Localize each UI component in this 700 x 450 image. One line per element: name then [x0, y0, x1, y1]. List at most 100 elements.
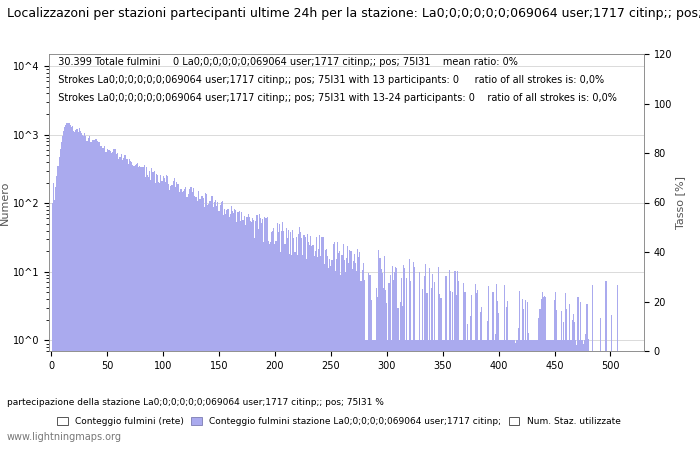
Bar	[74, 132, 76, 450]
Bar	[440, 298, 441, 450]
Bar	[122, 160, 123, 450]
Bar	[525, 300, 526, 450]
Bar	[389, 283, 390, 450]
Bar	[80, 131, 81, 450]
Bar	[202, 196, 203, 450]
Bar	[320, 256, 321, 450]
Bar	[476, 293, 477, 450]
Bar	[278, 232, 279, 450]
Bar	[340, 275, 342, 450]
Bar	[516, 340, 517, 450]
Bar	[279, 224, 280, 450]
Bar	[345, 272, 346, 450]
Bar	[421, 340, 422, 450]
Bar	[260, 218, 261, 450]
Bar	[183, 191, 184, 450]
Bar	[354, 254, 355, 450]
Bar	[510, 340, 512, 450]
Bar	[359, 252, 360, 450]
Bar	[72, 126, 73, 450]
Bar	[280, 252, 281, 450]
Bar	[282, 222, 284, 450]
Bar	[196, 197, 197, 450]
Bar	[517, 340, 518, 450]
Bar	[59, 157, 60, 450]
Bar	[114, 149, 116, 450]
Bar	[125, 159, 127, 450]
Bar	[570, 340, 572, 450]
Bar	[194, 195, 195, 450]
Bar	[404, 268, 405, 450]
Bar	[104, 146, 106, 450]
Bar	[185, 187, 186, 450]
Bar	[151, 168, 153, 450]
Bar	[447, 340, 448, 450]
Bar	[230, 214, 231, 450]
Bar	[373, 340, 374, 450]
Bar	[364, 280, 365, 450]
Bar	[287, 238, 288, 450]
Bar	[444, 340, 445, 450]
Bar	[306, 260, 307, 450]
Bar	[547, 340, 548, 450]
Bar	[186, 197, 187, 450]
Bar	[523, 309, 524, 450]
Bar	[166, 175, 167, 450]
Bar	[332, 243, 334, 450]
Bar	[495, 334, 496, 450]
Bar	[568, 305, 570, 450]
Bar	[118, 158, 119, 450]
Bar	[78, 128, 80, 450]
Bar	[242, 220, 243, 450]
Bar	[579, 340, 580, 450]
Bar	[145, 177, 146, 450]
Bar	[158, 182, 159, 450]
Bar	[331, 260, 332, 450]
Bar	[509, 340, 510, 450]
Bar	[207, 205, 209, 450]
Bar	[565, 293, 566, 450]
Bar	[130, 161, 131, 450]
Bar	[302, 256, 303, 450]
Bar	[358, 257, 359, 450]
Bar	[83, 136, 84, 450]
Bar	[243, 220, 244, 450]
Bar	[527, 302, 528, 450]
Bar	[253, 220, 254, 450]
Bar	[393, 280, 394, 450]
Bar	[482, 340, 484, 450]
Bar	[209, 201, 211, 450]
Bar	[334, 242, 335, 450]
Bar	[551, 340, 552, 450]
Bar	[563, 322, 564, 450]
Bar	[407, 340, 409, 450]
Bar	[497, 301, 498, 450]
Bar	[132, 165, 134, 450]
Bar	[491, 340, 493, 450]
Bar	[289, 254, 290, 450]
Bar	[600, 319, 601, 450]
Bar	[301, 238, 302, 450]
Bar	[347, 246, 348, 450]
Bar	[147, 176, 148, 450]
Bar	[62, 136, 63, 450]
Bar	[298, 234, 299, 450]
Bar	[297, 255, 298, 450]
Bar	[524, 340, 525, 450]
Bar	[329, 259, 330, 450]
Bar	[169, 190, 170, 450]
Bar	[437, 340, 438, 450]
Bar	[179, 193, 181, 450]
Bar	[507, 301, 508, 450]
Bar	[119, 157, 120, 450]
Bar	[400, 278, 402, 450]
Bar	[375, 340, 376, 450]
Bar	[314, 251, 316, 450]
Bar	[251, 222, 252, 450]
Bar	[585, 334, 587, 450]
Bar	[299, 227, 300, 450]
Bar	[463, 284, 465, 450]
Bar	[449, 270, 450, 450]
Bar	[98, 142, 99, 450]
Bar	[262, 219, 263, 450]
